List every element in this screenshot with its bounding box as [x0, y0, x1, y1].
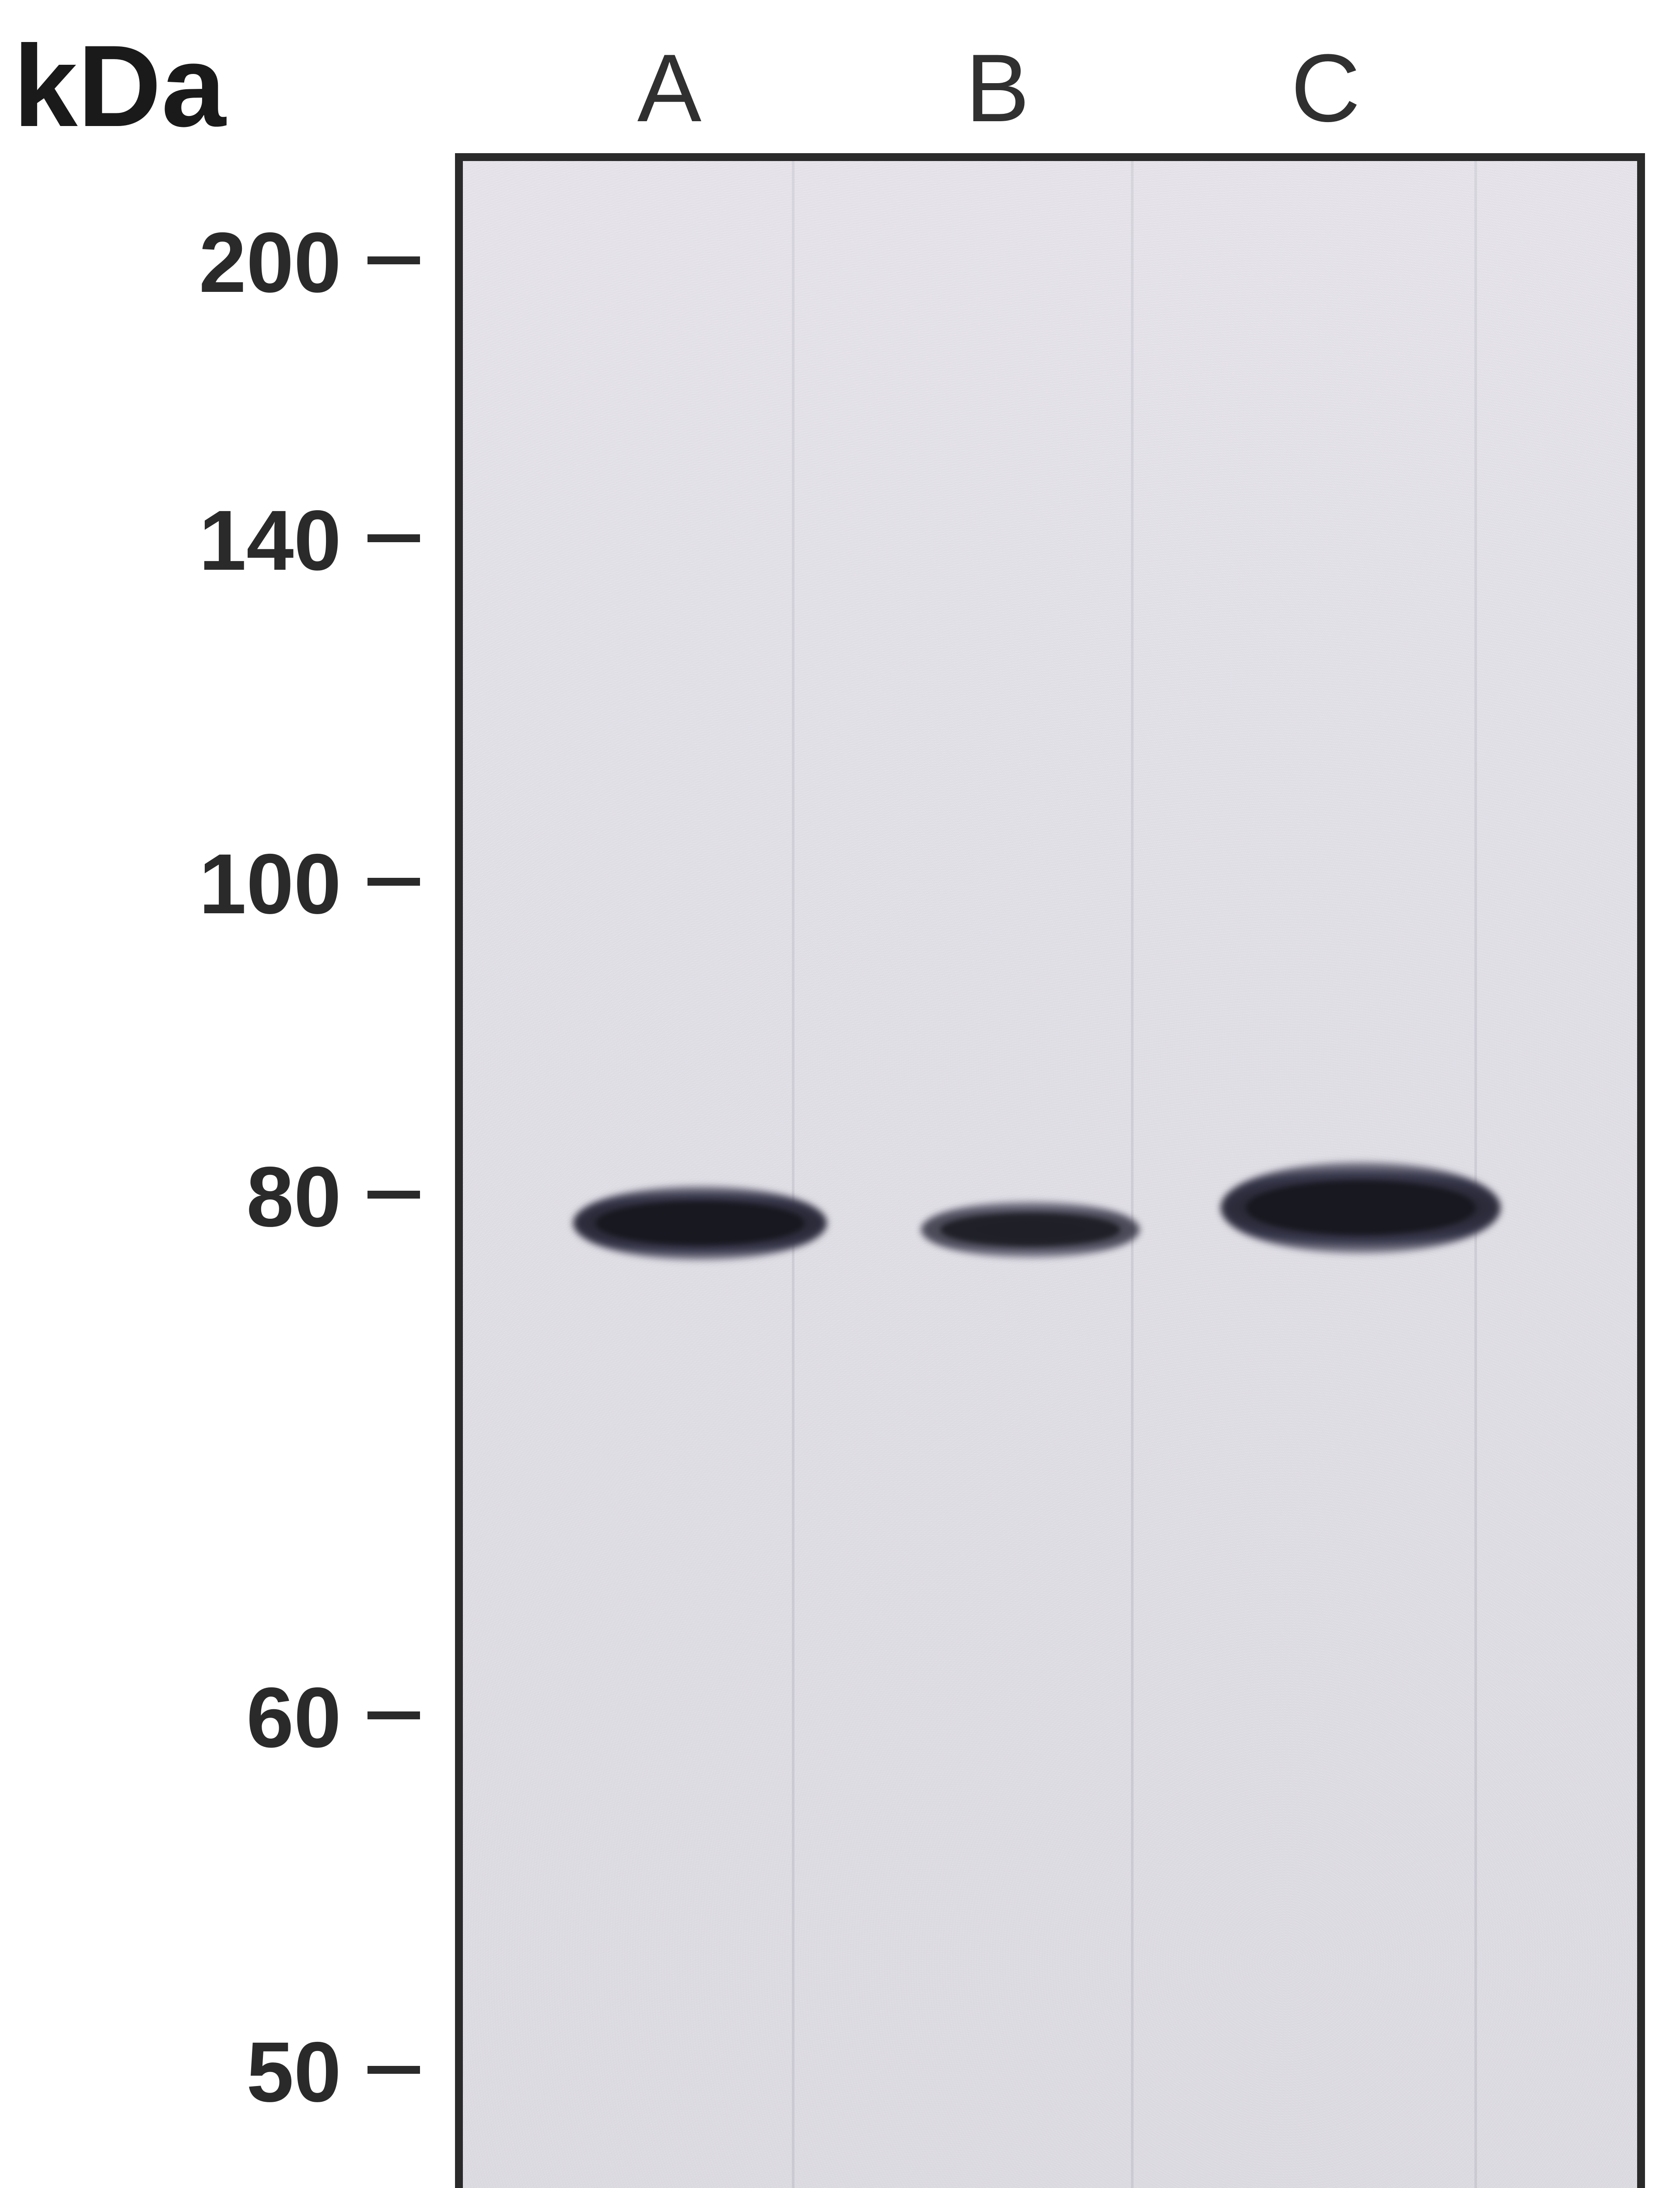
blot-container: kDa 200140100806050403020ABC	[0, 0, 1680, 2188]
lane-divider	[1474, 161, 1477, 2188]
lane-label: A	[617, 33, 722, 144]
gel-band-core	[941, 1213, 1120, 1246]
tick-value: 80	[0, 1148, 341, 1246]
tick-mark	[368, 1191, 420, 1199]
blot-grain	[463, 161, 1637, 2188]
tick-value: 140	[0, 491, 341, 589]
tick-mark	[368, 2066, 420, 2074]
blot-border	[455, 153, 1645, 2188]
tick-value: 100	[0, 835, 341, 933]
lane-divider	[792, 161, 794, 2188]
gel-band-core	[1246, 1181, 1476, 1234]
tick-value: 60	[0, 1669, 341, 1767]
tick-mark	[368, 534, 420, 542]
tick-mark	[368, 878, 420, 886]
tick-value: 200	[0, 214, 341, 312]
lane-label: C	[1273, 33, 1378, 144]
axis-label: kDa	[13, 20, 226, 153]
tick-mark	[368, 1711, 420, 1719]
tick-mark	[368, 256, 420, 264]
lane-divider	[1131, 161, 1134, 2188]
lane-label: B	[945, 33, 1050, 144]
tick-value: 50	[0, 2023, 341, 2121]
gel-band-core	[596, 1202, 804, 1245]
